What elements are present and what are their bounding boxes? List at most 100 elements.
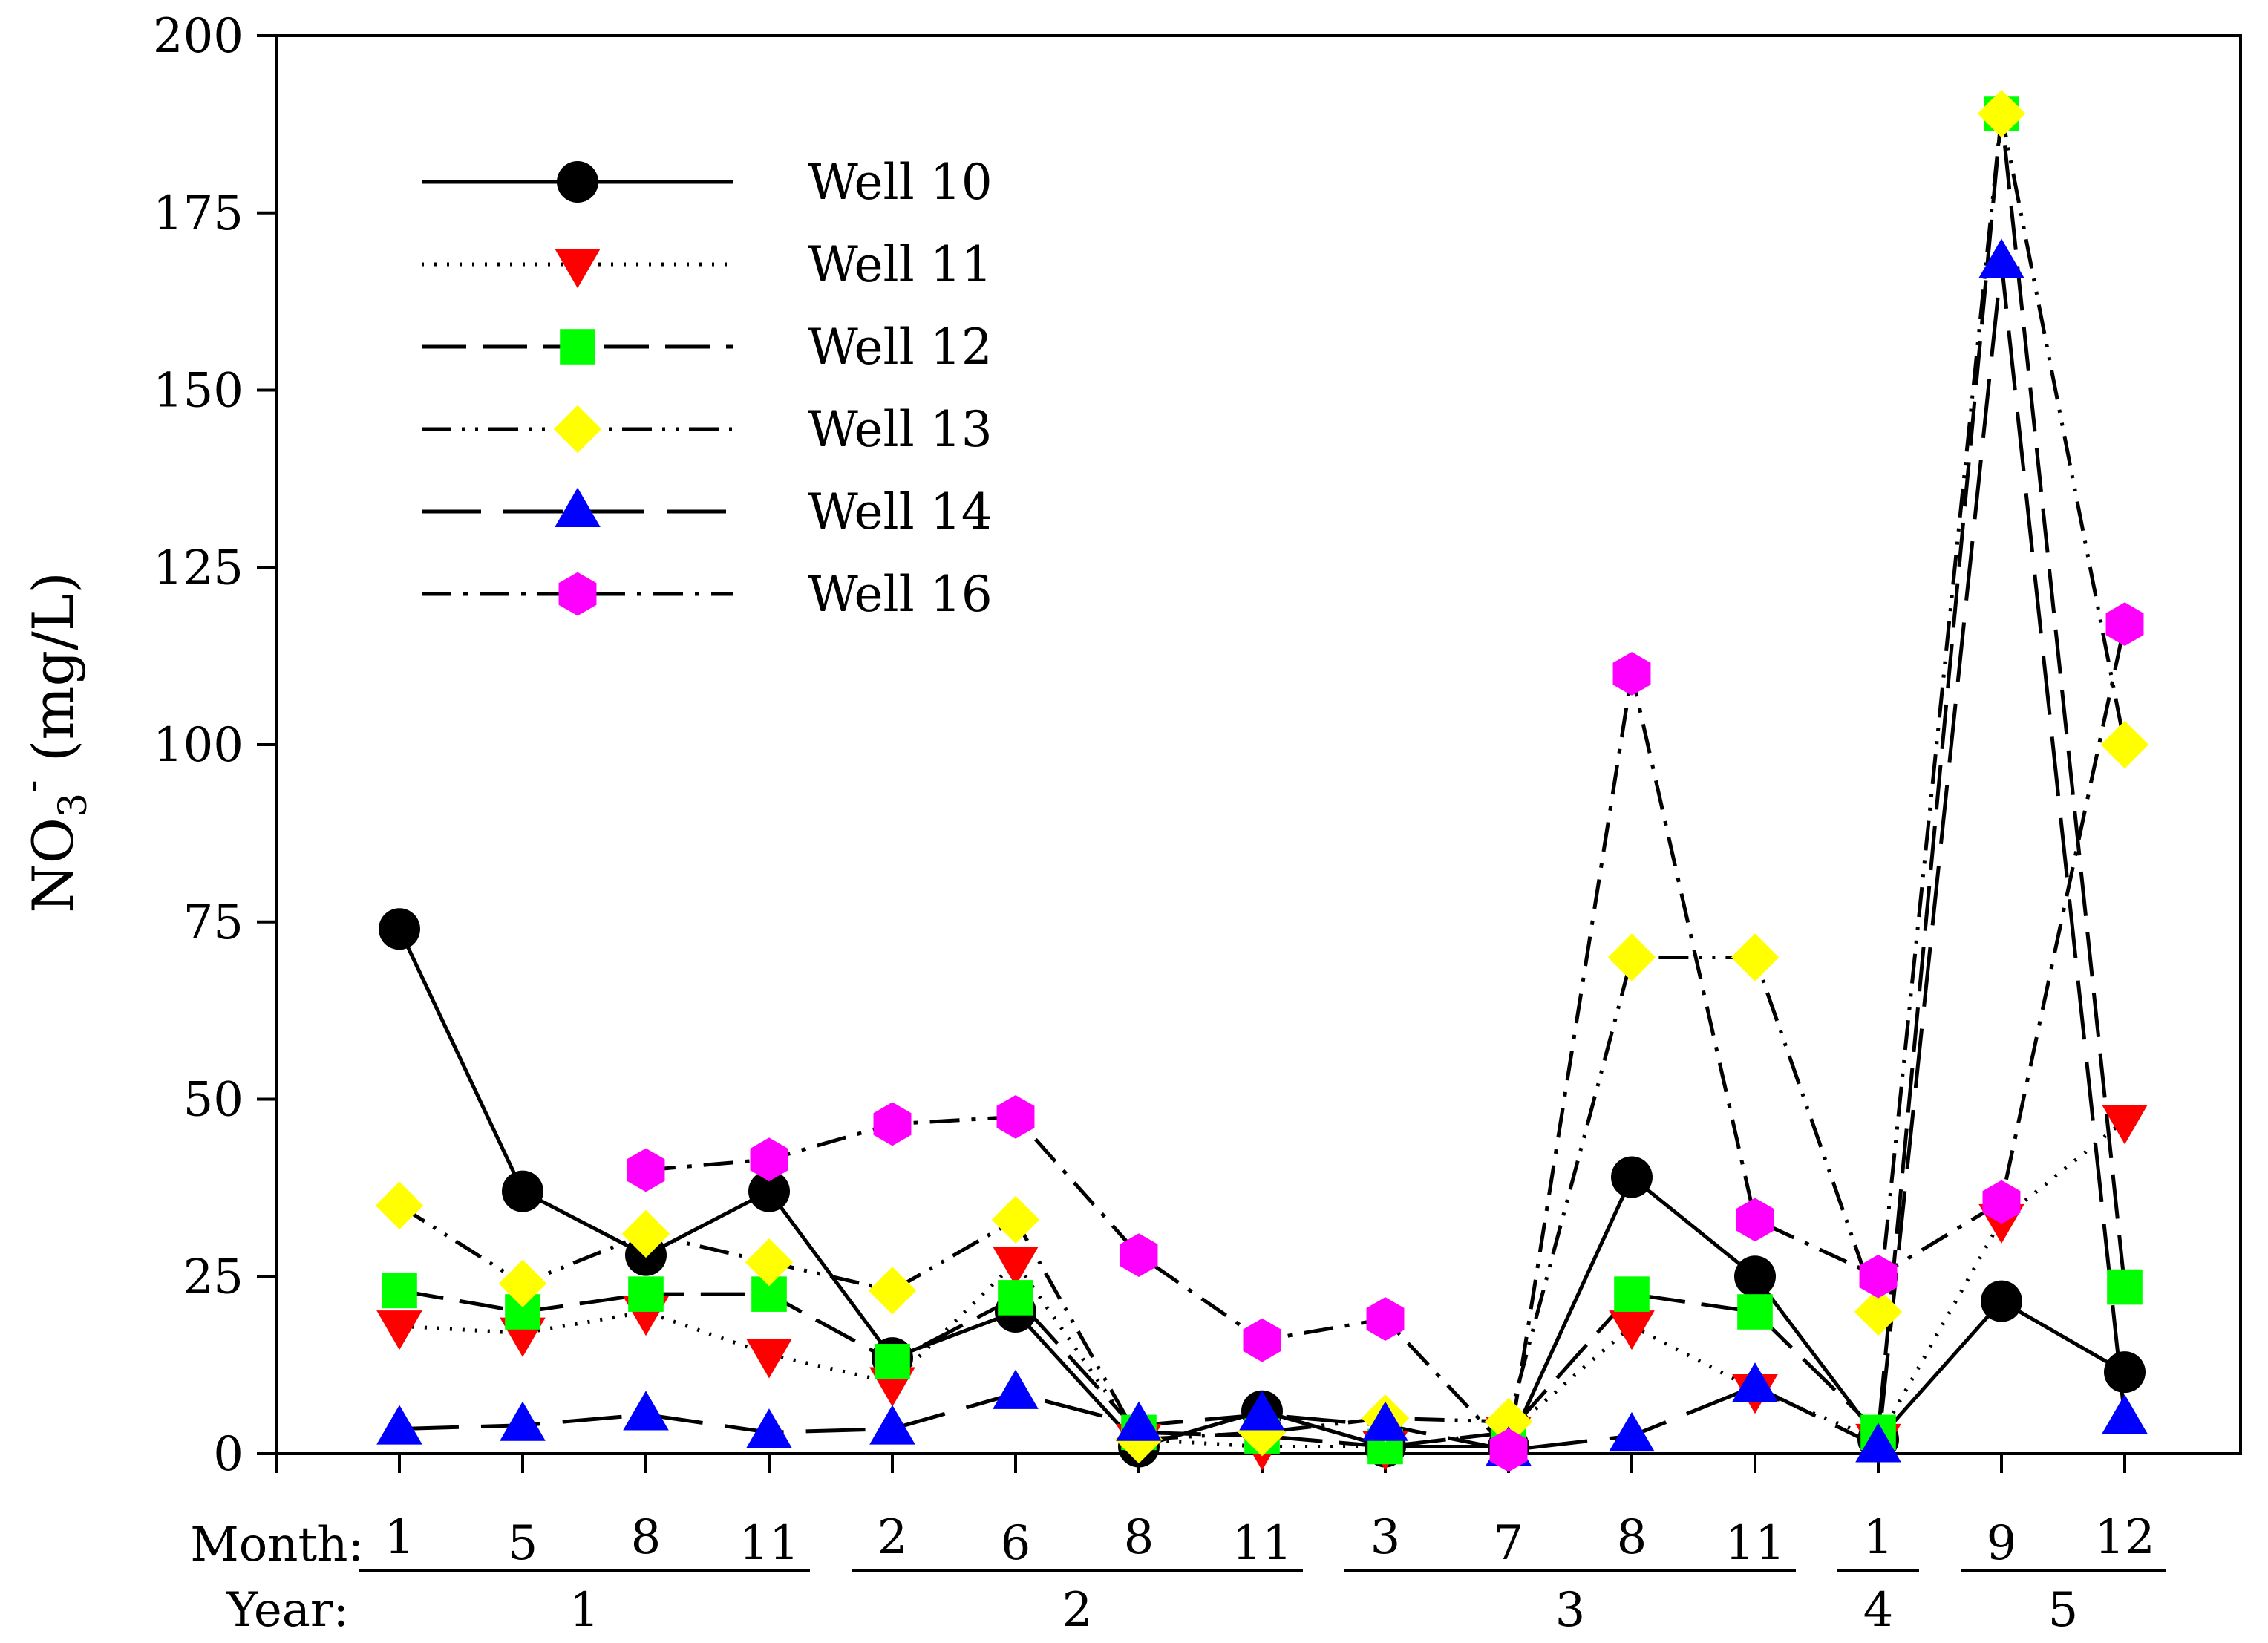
data-point (502, 1170, 543, 1212)
data-point (1484, 1397, 1533, 1446)
month-label: 12 (2094, 1510, 2154, 1565)
legend-entry: Well 13 (422, 401, 993, 458)
data-point (1982, 1180, 2021, 1224)
y-tick-label: 200 (153, 9, 244, 64)
legend-entry: Well 10 (422, 154, 993, 211)
data-point (993, 1247, 1039, 1287)
month-label: 2 (878, 1510, 908, 1565)
year-label: 4 (1863, 1583, 1894, 1638)
data-point (748, 1170, 790, 1212)
data-point (991, 1195, 1040, 1244)
legend-label: Well 10 (808, 154, 993, 211)
month-label: 11 (1232, 1516, 1292, 1571)
series-well-10 (397, 928, 2126, 1448)
data-point (375, 1181, 424, 1229)
data-point (379, 908, 420, 950)
data-point (1362, 1401, 1408, 1441)
y-axis: 0 25 50 75 100 125 150 175 200 (153, 9, 276, 1482)
data-point (873, 1102, 912, 1146)
month-label: 1 (385, 1510, 415, 1565)
data-point (382, 1273, 417, 1309)
y-tick-label: 100 (153, 718, 244, 773)
data-point (875, 1344, 910, 1379)
data-point (993, 1369, 1039, 1409)
legend-label: Well 12 (808, 319, 993, 376)
month-label: 11 (1725, 1516, 1785, 1571)
data-point (1243, 1318, 1281, 1362)
series-well-11 (399, 1119, 2126, 1448)
data-point (868, 1267, 917, 1315)
data-point (623, 1391, 669, 1431)
data-point (1859, 1254, 1898, 1299)
data-point (1732, 1362, 1778, 1402)
month-label: 1 (1863, 1510, 1894, 1565)
data-point (746, 1339, 792, 1379)
month-label: 8 (1617, 1510, 1647, 1565)
month-row-label: Month: (190, 1518, 364, 1572)
legend-entry: Well 16 (422, 566, 993, 623)
x-axis: Month:Year:1 5 8 11 2 6 8 11 3 7 8 11 1 9 121 2 3 4 5 (190, 1454, 2166, 1638)
legend-entry: Well 14 (422, 483, 993, 540)
data-point (869, 1405, 915, 1445)
series-well-13 (398, 111, 2127, 1442)
y-tick-label: 75 (183, 895, 244, 950)
year-label: 2 (1062, 1583, 1093, 1638)
data-point (1855, 1422, 1901, 1463)
plot-border (275, 34, 2242, 1455)
data-point (1120, 1233, 1158, 1277)
data-point (745, 1238, 794, 1287)
legend-marker (560, 329, 595, 365)
series-layer (375, 89, 2149, 1472)
month-label: 5 (508, 1516, 538, 1571)
data-point (1614, 1276, 1650, 1312)
y-tick-label: 25 (183, 1250, 244, 1304)
data-point (1736, 1198, 1774, 1242)
data-point (500, 1401, 546, 1441)
data-point (1609, 1411, 1655, 1452)
series-line (398, 111, 2127, 1442)
month-label: 3 (1370, 1510, 1401, 1565)
legend-label: Well 16 (808, 566, 993, 623)
data-point (628, 1276, 664, 1312)
data-point (1607, 933, 1656, 981)
data-point (2100, 720, 2149, 769)
data-point (750, 1137, 788, 1182)
data-point (1737, 1294, 1773, 1330)
data-point (1854, 1287, 1903, 1336)
legend-marker (555, 487, 601, 527)
legend-label: Well 14 (808, 483, 993, 540)
year-label: 5 (2048, 1583, 2079, 1638)
data-point (1366, 1297, 1405, 1341)
y-axis-title: NO3- (mg/L) (10, 572, 96, 913)
data-point (2105, 602, 2144, 647)
legend-marker (557, 161, 598, 203)
legend-entry: Well 11 (422, 236, 993, 293)
data-point (2107, 1269, 2143, 1305)
data-point (376, 1310, 422, 1350)
data-point (1489, 1428, 1528, 1472)
plot-frame (275, 34, 2242, 1455)
month-label: 8 (631, 1510, 661, 1565)
data-point (498, 1259, 547, 1307)
data-point (996, 1094, 1035, 1139)
year-label: 3 (1555, 1583, 1586, 1638)
y-tick-label: 150 (153, 364, 244, 419)
legend: Well 10 Well 11 Well 12 Well 13 Well 14 Well … (422, 154, 993, 623)
data-point (746, 1408, 792, 1448)
y-tick-label: 175 (153, 186, 244, 241)
data-point (2104, 1351, 2146, 1394)
month-label: 7 (1494, 1516, 1524, 1571)
legend-marker (558, 572, 597, 616)
data-point (1116, 1401, 1162, 1441)
data-point (1734, 1255, 1776, 1298)
data-point (1977, 89, 2026, 138)
data-point (1611, 1156, 1653, 1198)
year-row-label: Year: (226, 1583, 349, 1638)
series-line (397, 928, 2126, 1448)
data-point (1731, 933, 1780, 981)
data-point (1978, 238, 2024, 278)
legend-label: Well 11 (808, 236, 993, 293)
markers-well-14 (376, 238, 2148, 1466)
year-label: 1 (569, 1583, 600, 1638)
